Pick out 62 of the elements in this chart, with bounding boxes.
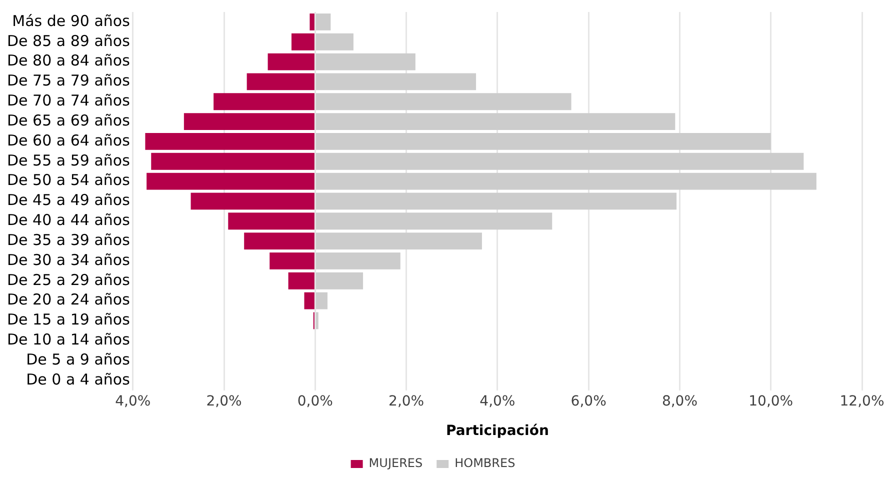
bar [145, 132, 314, 150]
legend-label: HOMBRES [454, 456, 516, 470]
x-tick-label: 4,0% [115, 393, 151, 410]
y-tick-label: De 35 a 39 años [6, 230, 130, 249]
y-tick-label: De 65 a 69 años [6, 111, 130, 130]
bar [246, 73, 314, 90]
x-tick-label: 4,0% [480, 393, 516, 410]
bar [288, 272, 314, 290]
bar [304, 292, 314, 310]
bar [291, 33, 314, 50]
y-tick-label: De 60 a 64 años [6, 131, 130, 150]
bar [214, 93, 314, 110]
y-tick-label: De 30 a 34 años [6, 250, 130, 269]
bar [190, 192, 314, 210]
bar [316, 272, 364, 290]
legend-label: MUJERES [368, 456, 423, 470]
y-tick-label: De 15 a 19 años [6, 310, 130, 329]
bar [316, 212, 552, 230]
x-tick-label: 0,0% [297, 393, 333, 410]
bar [316, 33, 354, 50]
bar [268, 53, 314, 70]
bar [270, 252, 314, 270]
bar [184, 113, 314, 130]
y-tick-label: De 25 a 29 años [6, 270, 130, 289]
y-tick-label: De 40 a 44 años [6, 211, 130, 230]
y-tick-label: De 75 a 79 años [6, 72, 130, 90]
y-tick-label: De 5 a 9 años [26, 350, 130, 368]
bar [244, 232, 314, 250]
y-tick-label: De 0 a 4 años [26, 370, 130, 388]
bar [316, 93, 572, 110]
bar [228, 212, 314, 230]
y-tick-label: De 45 a 49 años [6, 191, 130, 210]
bar [310, 13, 314, 30]
bar [316, 113, 676, 130]
bar [146, 172, 314, 190]
bar [316, 13, 331, 30]
bar [316, 152, 804, 170]
x-tick-label: 12,0% [840, 393, 884, 410]
x-tick-label: 8,0% [662, 393, 698, 410]
bar [316, 292, 328, 310]
bar [316, 232, 482, 250]
y-tick-label: De 10 a 14 años [6, 330, 130, 348]
x-tick-label: 2,0% [388, 393, 424, 410]
bar [316, 192, 677, 210]
y-tick-label: De 80 a 84 años [6, 52, 130, 70]
bar [316, 172, 816, 190]
bar [316, 73, 476, 90]
y-tick-label: De 20 a 24 años [6, 290, 130, 309]
y-tick-label: De 50 a 54 años [6, 171, 130, 190]
x-tick-label: 6,0% [570, 393, 606, 410]
bar [316, 53, 416, 70]
x-tick-label: 10,0% [748, 393, 794, 410]
y-tick-label: De 85 a 89 años [6, 32, 130, 50]
x-axis-title: Participación [446, 423, 549, 440]
bar [316, 252, 400, 270]
y-tick-label: De 55 a 59 años [6, 151, 130, 170]
x-tick-label: 2,0% [206, 393, 242, 410]
bar [316, 312, 318, 330]
y-tick-label: Más de 90 años [12, 12, 130, 30]
bar [316, 132, 771, 150]
bar [151, 152, 314, 170]
y-tick-label: De 70 a 74 años [6, 92, 130, 110]
